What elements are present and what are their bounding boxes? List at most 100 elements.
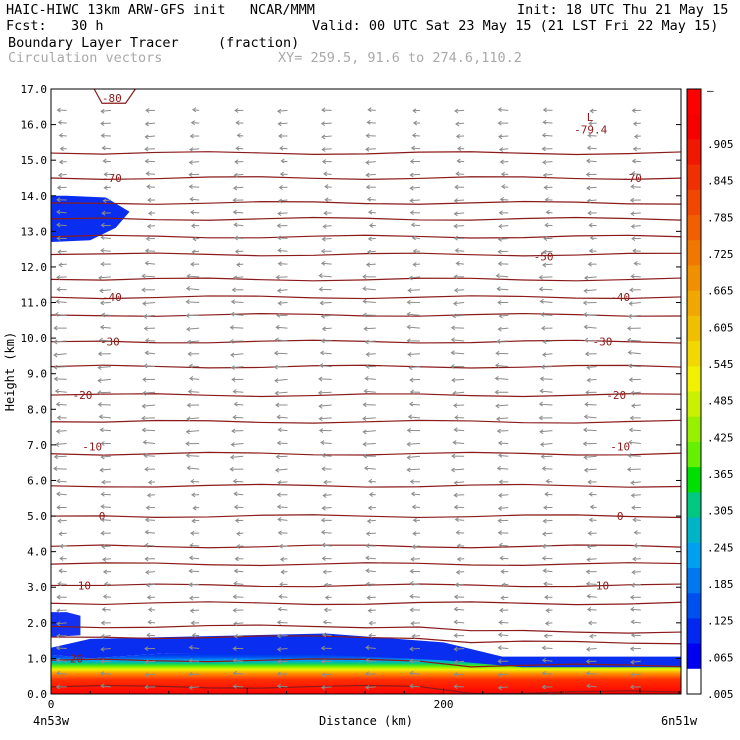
contour-line — [50, 419, 682, 424]
vector-arrow — [368, 211, 376, 214]
vector-head — [192, 236, 197, 242]
vector-arrow — [233, 391, 244, 393]
vector-head — [273, 350, 279, 356]
vector-head — [279, 557, 285, 562]
vector-head — [57, 119, 62, 125]
vector-arrow — [366, 647, 376, 649]
vector-arrow — [454, 289, 465, 291]
vector-arrow — [542, 647, 553, 649]
vector-head — [498, 542, 503, 548]
vector-head — [411, 132, 417, 138]
vector-head — [450, 350, 455, 356]
vector-head — [583, 427, 588, 433]
vector-head — [141, 273, 146, 279]
colorbar-swatch — [687, 416, 701, 443]
vector-head — [145, 582, 151, 588]
vector-head — [102, 569, 108, 575]
vector-arrow — [146, 173, 156, 175]
vector-head — [586, 198, 591, 204]
vector-arrow — [321, 531, 332, 534]
x-tick-label: 200 — [434, 698, 454, 711]
vector-arrow — [56, 301, 67, 304]
vector-head — [539, 298, 544, 304]
vector-arrow — [145, 571, 156, 573]
vector-head — [100, 312, 106, 318]
vector-arrow — [147, 494, 156, 496]
vector-arrow — [452, 378, 465, 381]
vector-head — [146, 492, 152, 498]
vector-arrow — [412, 545, 421, 548]
vector-head — [100, 491, 105, 497]
vector-arrow — [322, 507, 332, 509]
vector-arrow — [59, 532, 67, 535]
vector-arrow — [407, 455, 421, 459]
vector-head — [409, 210, 414, 216]
vector-head — [144, 146, 149, 152]
x-start-label: 4n53w — [33, 714, 70, 728]
vector-head — [584, 337, 589, 343]
circulation-vectors — [53, 107, 641, 691]
vector-head — [543, 581, 548, 587]
vector-arrow — [545, 493, 553, 496]
vector-arrow — [455, 518, 465, 521]
vector-head — [276, 671, 281, 677]
vector-head — [142, 439, 147, 445]
vector-head — [56, 415, 61, 421]
vector-arrow — [277, 237, 288, 239]
vector-head — [450, 467, 455, 473]
vector-head — [277, 606, 282, 612]
vector-head — [454, 184, 459, 190]
vector-head — [629, 594, 635, 600]
vector-head — [146, 223, 152, 229]
vector-arrow — [186, 454, 200, 457]
vector-arrow — [410, 199, 421, 202]
vector-head — [273, 364, 278, 370]
colorbar-frame — [686, 88, 702, 695]
vector-arrow — [587, 147, 597, 150]
vector-arrow — [454, 621, 465, 624]
vector-arrow — [632, 160, 641, 163]
y-tick-label: 9.0 — [27, 368, 47, 381]
vector-head — [145, 236, 150, 242]
vector-arrow — [501, 186, 509, 188]
vector-arrow — [147, 186, 156, 188]
vector-head — [56, 478, 61, 484]
vector-arrow — [454, 225, 465, 227]
vector-head — [321, 159, 327, 164]
vector-head — [232, 646, 237, 651]
vector-arrow — [409, 276, 421, 279]
vector-head — [630, 659, 635, 665]
vector-head — [100, 121, 105, 127]
vector-head — [629, 197, 635, 203]
vector-arrow — [278, 122, 288, 125]
vector-arrow — [584, 416, 597, 419]
vector-arrow — [451, 468, 465, 471]
vector-arrow — [274, 366, 288, 368]
y-tick-label: 14.0 — [21, 190, 48, 203]
vector-head — [186, 416, 191, 422]
vector-arrow — [631, 481, 641, 484]
vector-head — [56, 621, 61, 627]
vector-arrow — [456, 532, 465, 534]
vector-head — [450, 337, 455, 343]
vector-head — [189, 133, 194, 139]
vector-head — [365, 146, 370, 152]
vector-arrow — [366, 173, 376, 176]
vector-arrow — [56, 224, 67, 227]
vector-head — [56, 286, 61, 292]
vector-arrow — [410, 595, 421, 598]
vector-head — [498, 619, 503, 625]
vector-head — [585, 671, 591, 676]
vector-head — [230, 352, 235, 358]
vector-arrow — [495, 377, 509, 380]
vector-arrow — [277, 506, 288, 509]
colorbar-swatch — [687, 89, 701, 115]
vector-head — [322, 493, 327, 498]
vector-arrow — [410, 685, 421, 688]
vector-arrow — [630, 660, 641, 663]
vector-head — [144, 684, 149, 690]
vector-arrow — [366, 263, 376, 266]
vector-arrow — [451, 339, 465, 342]
vector-head — [456, 543, 461, 549]
vector-arrow — [545, 622, 553, 624]
